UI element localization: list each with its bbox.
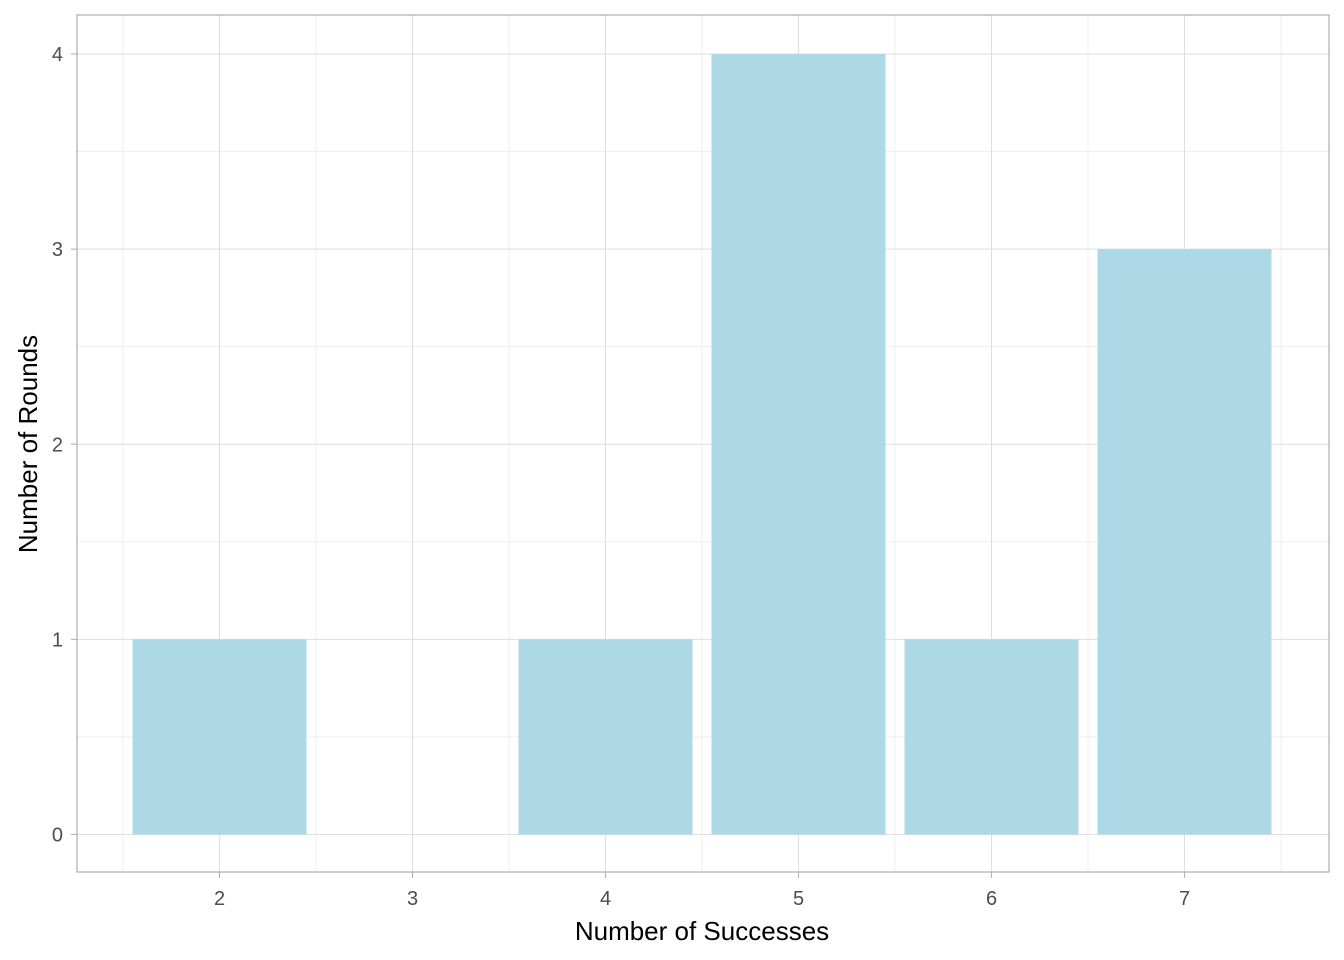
x-tick-label: 5 xyxy=(793,888,804,910)
y-axis-title: Number of Rounds xyxy=(13,335,43,553)
bar-2 xyxy=(132,639,307,835)
y-tick-label: 2 xyxy=(52,434,63,456)
y-tick-label: 1 xyxy=(52,629,63,651)
y-tick-label: 4 xyxy=(52,44,63,66)
x-axis-ticks: 2 3 4 5 6 7 xyxy=(214,872,1190,910)
x-tick-label: 4 xyxy=(600,888,611,910)
panel-border xyxy=(76,14,1330,873)
x-tick-label: 6 xyxy=(986,888,997,910)
x-tick-label: 3 xyxy=(407,888,418,910)
x-tick-label: 7 xyxy=(1179,888,1190,910)
bar-5 xyxy=(711,54,886,835)
y-tick-label: 3 xyxy=(52,239,63,261)
bar-6 xyxy=(904,639,1079,835)
y-tick-label: 0 xyxy=(52,825,63,847)
y-axis-ticks: 0 1 2 3 4 xyxy=(52,44,77,847)
bar-4 xyxy=(518,639,693,835)
x-tick-label: 2 xyxy=(214,888,225,910)
x-axis-title: Number of Successes xyxy=(575,916,829,946)
bar-7 xyxy=(1097,249,1272,835)
bars xyxy=(132,54,1272,835)
